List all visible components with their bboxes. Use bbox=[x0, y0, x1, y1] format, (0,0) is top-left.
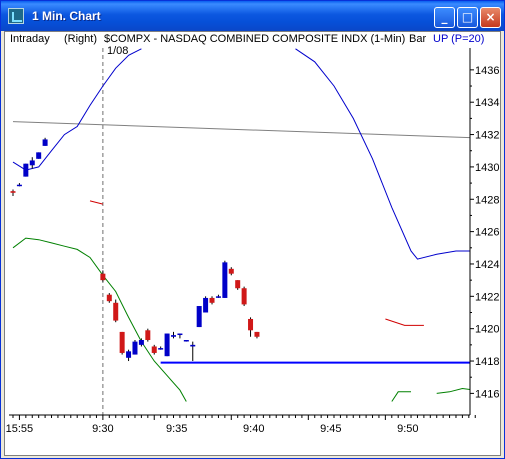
window-title: 1 Min. Chart bbox=[32, 9, 101, 23]
minimize-button[interactable]: _ bbox=[434, 7, 455, 28]
trend-line bbox=[12, 121, 470, 139]
lower-band-line bbox=[12, 237, 470, 402]
candle-body[interactable] bbox=[106, 294, 112, 302]
candle-body[interactable] bbox=[203, 297, 209, 313]
candle-body[interactable] bbox=[138, 340, 144, 345]
chart-header: Intraday (Right) $COMPX - NASDAQ COMBINE… bbox=[5, 32, 500, 57]
candle-body[interactable] bbox=[215, 296, 221, 298]
candle-body[interactable] bbox=[29, 160, 35, 166]
y-tick-label: 1430 bbox=[475, 162, 499, 174]
maximize-button[interactable]: □ bbox=[457, 7, 478, 28]
candle-body[interactable] bbox=[16, 184, 22, 187]
interval-label[interactable]: Intraday bbox=[10, 33, 50, 45]
y-tick-label: 1432 bbox=[475, 130, 499, 142]
candle-body[interactable] bbox=[164, 333, 170, 357]
indicator-label[interactable]: UP (P=20) bbox=[433, 33, 485, 45]
close-button[interactable]: × bbox=[480, 7, 501, 28]
candle-body[interactable] bbox=[132, 341, 138, 355]
candle-body[interactable] bbox=[241, 288, 247, 305]
candle-body[interactable] bbox=[126, 351, 132, 358]
y-tick-label: 1420 bbox=[475, 324, 499, 336]
candle-body[interactable] bbox=[10, 191, 16, 193]
x-tick-label: 9:30 bbox=[92, 423, 113, 435]
title-bar[interactable]: 1 Min. Chart _ □ × bbox=[1, 1, 504, 31]
y-tick-label: 1416 bbox=[475, 388, 499, 400]
x-tick-label: 9:50 bbox=[397, 423, 418, 435]
candle-body[interactable] bbox=[171, 335, 176, 337]
y-tick-label: 1428 bbox=[475, 194, 499, 206]
axis-side-label: (Right) bbox=[64, 33, 98, 45]
y-tick-label: 1424 bbox=[475, 259, 499, 271]
candle-body[interactable] bbox=[254, 331, 260, 337]
y-tick-label: 1418 bbox=[475, 356, 499, 368]
candle-body[interactable] bbox=[151, 346, 157, 353]
candle-body[interactable] bbox=[222, 262, 228, 298]
candle-body[interactable] bbox=[100, 273, 106, 281]
x-tick-label: 15:55 bbox=[6, 423, 34, 435]
candle-body[interactable] bbox=[119, 331, 125, 353]
candle-body[interactable] bbox=[248, 318, 254, 331]
candle-body[interactable] bbox=[196, 306, 202, 328]
price-chart[interactable]: 1416 1418 1420 1422 1424 1426 1428 1430 1432 1434… bbox=[5, 32, 500, 455]
x-tick-label: 9:45 bbox=[320, 423, 341, 435]
candle-body[interactable] bbox=[228, 268, 234, 274]
y-tick-label: 1422 bbox=[475, 291, 499, 303]
candle-body[interactable] bbox=[42, 139, 48, 146]
y-tick-label: 1426 bbox=[475, 227, 499, 239]
chart-style-label[interactable]: Bar bbox=[409, 33, 427, 45]
candle-body[interactable] bbox=[113, 302, 119, 321]
candle-body[interactable] bbox=[183, 340, 189, 342]
chart-area[interactable]: Intraday (Right) $COMPX - NASDAQ COMBINE… bbox=[4, 31, 501, 456]
candle-body[interactable] bbox=[190, 344, 196, 347]
candle-body[interactable] bbox=[209, 297, 215, 303]
candle-body[interactable] bbox=[145, 330, 151, 340]
upper-band-line bbox=[12, 48, 470, 260]
symbol-label: $COMPX - NASDAQ COMBINED COMPOSITE INDX … bbox=[104, 33, 406, 45]
candle-body[interactable] bbox=[36, 152, 42, 159]
y-tick-label: 1434 bbox=[475, 97, 499, 109]
candle-body[interactable] bbox=[235, 280, 241, 289]
candle-body[interactable] bbox=[158, 348, 164, 350]
middle-band-line bbox=[90, 201, 475, 326]
date-label: 1/08 bbox=[107, 45, 129, 57]
candle-body[interactable] bbox=[177, 333, 183, 336]
candle-body[interactable] bbox=[23, 163, 29, 177]
y-tick-label: 1436 bbox=[475, 65, 499, 77]
x-tick-label: 9:35 bbox=[166, 423, 187, 435]
x-tick-label: 9:40 bbox=[243, 423, 264, 435]
chart-app-icon bbox=[8, 8, 24, 24]
